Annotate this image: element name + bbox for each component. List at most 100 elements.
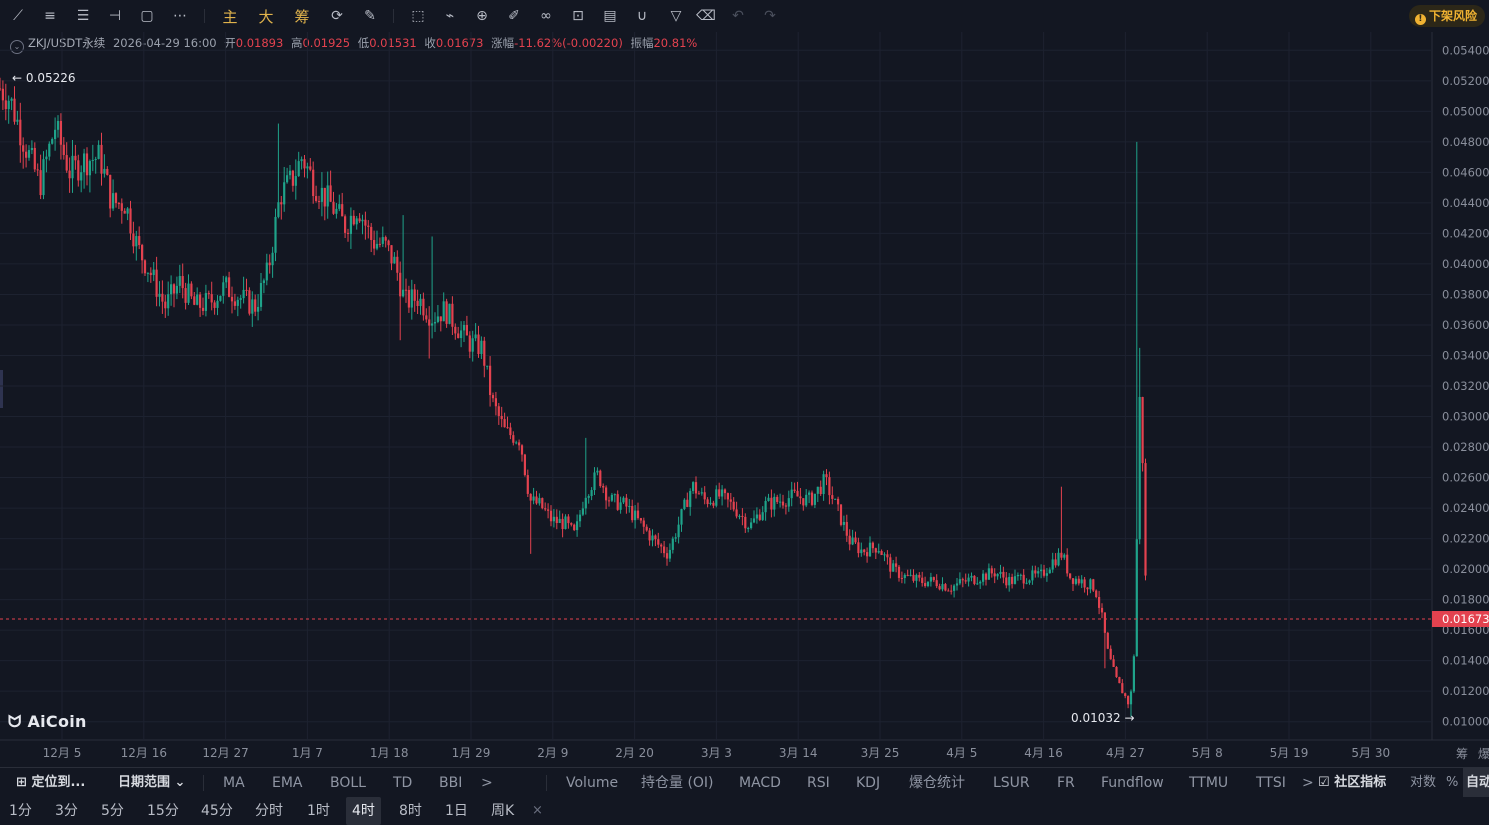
interval-week[interactable]: 周K <box>491 803 515 819</box>
delist-risk-badge[interactable]: ! 下架风险 <box>1408 5 1485 27</box>
candle-body <box>27 150 31 158</box>
candle-body <box>10 98 13 101</box>
candle-body <box>141 245 144 261</box>
pen-icon[interactable]: ✐ <box>508 8 520 24</box>
candle-body <box>451 303 454 327</box>
trash-icon[interactable]: ⌫ <box>696 8 716 24</box>
log-scale-toggle[interactable]: 对数 <box>1410 775 1437 790</box>
trend-line-icon[interactable]: ⟋ <box>13 8 23 24</box>
candle-body <box>663 546 666 554</box>
interval-1h[interactable]: 1时 <box>307 803 330 819</box>
candle-body <box>651 535 654 541</box>
sub-macd[interactable]: MACD <box>739 775 781 791</box>
big-order-button[interactable]: 大 <box>258 8 274 26</box>
locate-button[interactable]: ⊞ 定位到... <box>16 768 85 798</box>
candle-body <box>1135 539 1138 657</box>
more-sub-indicators[interactable]: > <box>1302 775 1314 791</box>
interval-1d[interactable]: 1日 <box>445 803 468 819</box>
interval-15m[interactable]: 15分 <box>147 803 179 819</box>
high-marker-label: ← 0.05226 <box>12 71 76 85</box>
sub-volume[interactable]: Volume <box>566 775 619 791</box>
sync-icon[interactable]: ⟳ <box>331 8 343 24</box>
sub-fr[interactable]: FR <box>1057 775 1075 791</box>
link-icon[interactable]: ∞ <box>540 8 552 24</box>
magnet-icon[interactable]: ∪ <box>636 8 648 24</box>
candle-body <box>578 514 582 522</box>
ruler-icon[interactable]: ⌁ <box>445 8 455 24</box>
indicator-ma[interactable]: MA <box>223 775 245 791</box>
sub-rsi[interactable]: RSI <box>807 775 830 791</box>
sub-ttsi[interactable]: TTSI <box>1256 775 1286 791</box>
indicator-td[interactable]: TD <box>393 775 413 791</box>
candle-body <box>477 334 480 355</box>
edit-icon: ☑ <box>1318 775 1330 790</box>
sub-fundflow[interactable]: Fundflow <box>1101 775 1164 791</box>
candle-body <box>120 203 123 211</box>
sub-oi[interactable]: 持仓量 (OI) <box>641 775 714 791</box>
candle-body <box>306 166 309 169</box>
candle-body <box>912 574 915 581</box>
interval-timeshare[interactable]: 分时 <box>255 803 283 819</box>
redo-icon[interactable]: ↷ <box>764 8 776 24</box>
candle-body <box>349 215 352 234</box>
candle-body <box>694 482 698 494</box>
candle-body <box>758 514 761 520</box>
candle-body <box>7 100 10 110</box>
community-indicators-button[interactable]: ☑ 社区指标 <box>1318 768 1386 798</box>
candle-body <box>822 474 825 495</box>
auto-scale-toggle[interactable]: 自动 <box>1463 768 1489 798</box>
sub-liquidation[interactable]: 爆仓统计 <box>909 775 965 791</box>
candle-body <box>1048 569 1051 574</box>
collapse-chevron-icon[interactable]: ⌄ <box>10 40 24 54</box>
y-tick-label: 0.05200 <box>1442 74 1489 88</box>
sub-kdj[interactable]: KDJ <box>856 775 881 791</box>
candle-body <box>1025 582 1028 584</box>
interval-5m[interactable]: 5分 <box>101 803 124 819</box>
candle-body <box>993 573 996 577</box>
parallel-lines-icon[interactable]: ≡ <box>44 8 56 24</box>
filter-icon[interactable]: ▽ <box>670 8 682 24</box>
sub-lsur[interactable]: LSUR <box>993 775 1030 791</box>
price-axis[interactable]: 0.05400 0.05200 0.05000 0.04800 0.04600 0.044… <box>1442 43 1489 728</box>
candle-body <box>628 506 631 508</box>
candle-body <box>19 119 22 146</box>
left-panel-handle[interactable] <box>0 370 3 408</box>
candle-body <box>987 568 990 580</box>
date-range-button[interactable]: 日期范围 ⌄ <box>118 768 185 798</box>
interval-1m[interactable]: 1分 <box>9 803 32 819</box>
interval-45m[interactable]: 45分 <box>201 803 233 819</box>
percent-scale-toggle[interactable]: % <box>1446 775 1459 790</box>
sub-ttmu[interactable]: TTMU <box>1189 775 1229 791</box>
candle-body <box>802 498 805 506</box>
candle-body <box>636 510 640 519</box>
horizontal-lines-icon[interactable]: ☰ <box>76 8 90 24</box>
indicator-ema[interactable]: EMA <box>272 775 303 791</box>
undo-icon[interactable]: ↶ <box>732 8 744 24</box>
interval-4h[interactable]: 4时 <box>346 797 381 825</box>
rectangle-icon[interactable]: ▢ <box>140 8 154 24</box>
zoom-alert-icon[interactable]: ⊕ <box>476 8 488 24</box>
interval-8h[interactable]: 8时 <box>399 803 422 819</box>
more-dots-icon[interactable]: ⋯ <box>173 8 187 24</box>
main-force-button[interactable]: 主 <box>222 8 238 26</box>
note-icon[interactable]: ▤ <box>603 8 617 24</box>
candle-body <box>631 506 634 521</box>
candle-body <box>62 144 65 156</box>
time-axis[interactable]: 12月 5 12月 16 12月 27 1月 7 1月 18 1月 29 2月 9 2月 20… <box>43 746 1489 761</box>
interval-3m[interactable]: 3分 <box>55 803 78 819</box>
candle-body <box>709 502 712 505</box>
candle-body <box>1028 580 1031 583</box>
more-main-indicators[interactable]: > <box>481 775 493 791</box>
ray-icon[interactable]: ⊣ <box>108 8 122 24</box>
lock-icon[interactable]: ⊡ <box>572 8 584 24</box>
chip-button[interactable]: 筹 <box>294 8 310 26</box>
candle-body <box>381 237 384 244</box>
candlestick-chart[interactable]: 0.05400 0.05200 0.05000 0.04800 0.04600 0.044… <box>0 32 1489 767</box>
candle-body <box>926 581 930 587</box>
candle-body <box>979 581 982 584</box>
select-icon[interactable]: ⬚ <box>411 8 425 24</box>
brush-icon[interactable]: ✎ <box>364 8 376 24</box>
indicator-boll[interactable]: BOLL <box>330 775 366 791</box>
indicator-bbi[interactable]: BBI <box>439 775 463 791</box>
close-interval-icon[interactable]: × <box>532 803 543 818</box>
